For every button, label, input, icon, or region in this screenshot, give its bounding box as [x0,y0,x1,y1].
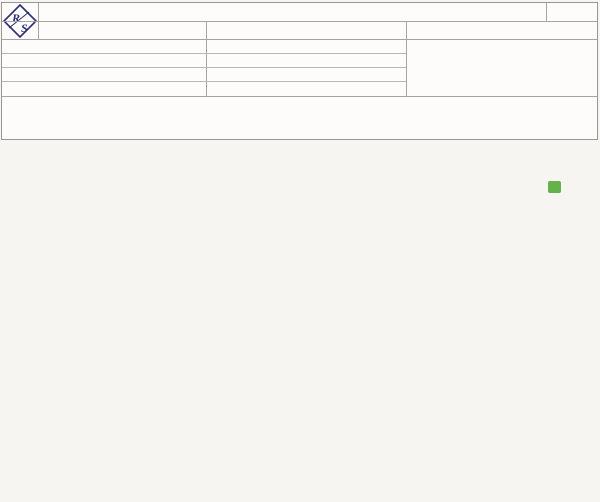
table-row [2,53,406,67]
screen-a-badge [548,181,561,193]
residual-noise-summary [36,102,62,115]
lock-status [546,3,597,21]
section-settings [38,21,206,39]
phase-detector-trace [406,39,597,96]
divider [206,21,207,96]
divider [2,81,406,82]
divider [546,3,547,21]
int-phn [212,39,300,53]
residual-fm [212,67,300,81]
rf-atten [36,102,62,115]
divider [2,21,597,22]
table-row [2,39,406,53]
table-row [2,67,406,81]
phase-noise-plot [0,140,600,480]
window-title [38,3,546,21]
svg-text:R: R [11,11,20,25]
residual-pm [212,53,300,67]
section-phase-detector [406,21,597,39]
divider [2,67,406,68]
divider [406,21,407,96]
header-panel: R S [1,2,598,140]
divider [2,96,597,97]
divider [2,53,406,54]
rms-jitter [212,81,300,95]
divider [2,39,597,40]
phase-detector-display [406,39,597,96]
trace-labels [2,218,8,251]
section-residual-noise [206,21,406,39]
table-row [2,81,406,95]
trace-2-label [2,240,8,250]
svg-text:S: S [21,21,28,35]
